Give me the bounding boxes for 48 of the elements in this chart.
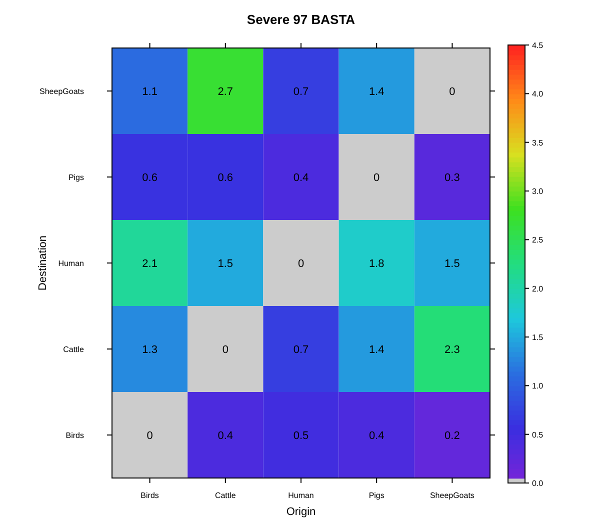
data-label: 0.4 [218,430,234,442]
x-tick-label: SheepGoats [430,491,474,500]
x-axis-title: Origin [286,506,316,518]
data-label: 2.7 [218,86,234,98]
data-label: 1.8 [368,258,384,270]
color-bar-label: 3.5 [532,138,544,148]
data-label: 2.3 [444,344,460,356]
x-tick-label: Pigs [368,491,384,500]
data-label: 1.3 [142,344,158,356]
data-label: 0 [146,430,153,442]
color-bar-label: 3.0 [532,187,544,196]
data-label: 0 [298,258,304,270]
color-bar-label: 4.0 [532,90,544,99]
data-label: 0.5 [293,430,309,442]
y-tick-label: SheepGoats [40,87,84,96]
color-bar-label: 0.5 [532,430,544,440]
data-label: 0.3 [444,172,460,184]
y-tick-label: Human [58,259,84,268]
data-label: 1.4 [368,86,384,98]
data-label: 0 [222,344,228,356]
data-label: 1.1 [142,86,158,98]
color-bar-label: 1.0 [532,382,544,391]
chart-title: Severe 97 BASTA [246,12,356,27]
data-label: 0.4 [293,172,309,184]
data-label: 0.7 [293,344,309,356]
color-bar-label: 1.5 [532,333,544,342]
data-label: 0.2 [444,430,460,442]
data-label: 2.1 [142,258,158,270]
data-label: 0 [449,86,456,98]
color-bar-label: 0.0 [532,479,544,488]
y-tick-label: Pigs [68,173,84,182]
color-bar-label: 4.5 [532,41,544,50]
y-axis-title: Destination [37,235,49,291]
x-tick-label: Human [288,491,314,500]
y-tick-label: Birds [66,431,84,440]
x-tick-label: Cattle [214,491,236,500]
color-bar-label: 2.0 [532,284,544,294]
color-bar-label: 2.5 [532,236,544,245]
data-label: 1.5 [444,258,460,270]
data-label: 0.7 [293,86,309,98]
data-label: 0.6 [142,172,158,184]
data-label: 0.4 [368,430,384,442]
y-tick-label: Cattle [63,345,85,354]
data-label: 0.6 [218,172,234,184]
data-label: 1.5 [218,258,234,270]
data-label: 0 [374,172,380,184]
data-label: 1.4 [368,344,384,356]
x-tick-label: Birds [140,491,159,500]
